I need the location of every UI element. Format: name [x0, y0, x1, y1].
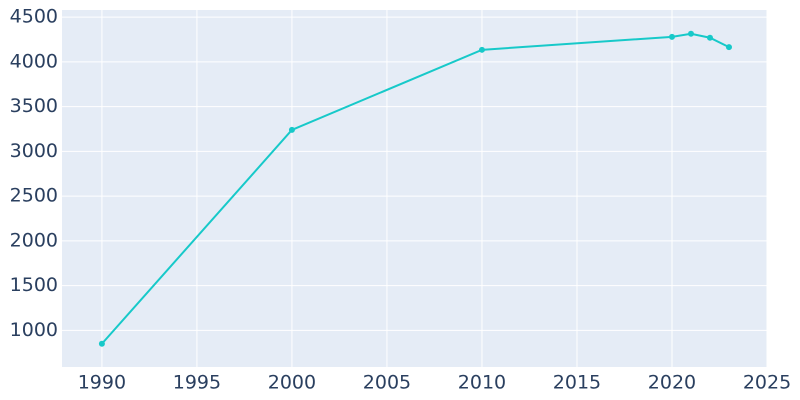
x-tick-label: 2010: [458, 372, 506, 394]
x-tick-label: 2025: [743, 372, 791, 394]
point: [668, 33, 675, 40]
y-tick-label: 2500: [10, 185, 58, 207]
point: [98, 340, 105, 347]
y-tick-label: 4500: [10, 6, 58, 28]
x-tick-label: 2000: [268, 372, 316, 394]
y-tick-label: 1000: [10, 319, 58, 341]
point: [687, 30, 694, 37]
y-tick-label: 2000: [10, 229, 58, 251]
y-tick-label: 3500: [10, 95, 58, 117]
x-tick-label: 2020: [648, 372, 696, 394]
point: [478, 46, 485, 53]
x-tick-label: 1995: [173, 372, 221, 394]
point: [706, 34, 713, 41]
x-tick-label: 2015: [553, 372, 601, 394]
x-tick-label: 2005: [363, 372, 411, 394]
y-tick-label: 3000: [10, 140, 58, 162]
y-tick-label: 1500: [10, 274, 58, 296]
point: [288, 126, 295, 133]
y-tick-label: 4000: [10, 50, 58, 72]
point: [725, 44, 732, 51]
plot-background: [62, 10, 767, 367]
x-tick-label: 1990: [78, 372, 126, 394]
